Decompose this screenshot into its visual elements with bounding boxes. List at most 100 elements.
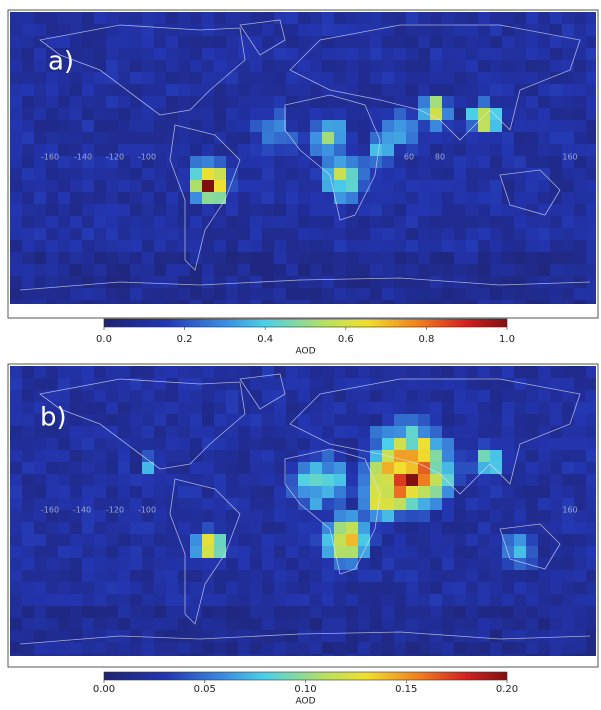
map-cell	[226, 240, 238, 252]
map-cell	[190, 390, 202, 402]
map-cell	[10, 414, 22, 426]
map-cell	[274, 462, 286, 474]
map-cell	[310, 558, 322, 570]
map-cell	[550, 252, 562, 264]
map-cell	[538, 366, 550, 378]
map-cell	[394, 288, 406, 300]
map-cell	[202, 426, 214, 438]
map-cell	[418, 12, 430, 24]
map-cell	[406, 72, 418, 84]
map-cell	[550, 486, 562, 498]
map-cell	[346, 276, 358, 288]
map-cell	[154, 510, 166, 522]
map-cell	[154, 300, 166, 304]
map-cell	[298, 582, 310, 594]
map-cell	[142, 24, 154, 36]
map-cell	[250, 462, 262, 474]
map-cell	[298, 228, 310, 240]
map-cell	[154, 438, 166, 450]
map-cell	[382, 498, 394, 510]
map-cell	[22, 156, 34, 168]
map-cell	[370, 144, 382, 156]
map-cell	[70, 204, 82, 216]
map-cell	[394, 522, 406, 534]
map-cell	[250, 120, 262, 132]
map-cell	[82, 618, 94, 630]
map-cell	[442, 378, 454, 390]
map-cell	[202, 216, 214, 228]
map-cell	[370, 450, 382, 462]
map-cell	[46, 228, 58, 240]
map-cell	[358, 474, 370, 486]
map-cell	[538, 144, 550, 156]
map-cell	[478, 60, 490, 72]
map-cell	[70, 522, 82, 534]
map-cell	[262, 72, 274, 84]
map-cell	[526, 450, 538, 462]
map-cell	[490, 438, 502, 450]
map-cell	[322, 156, 334, 168]
map-cell	[526, 618, 538, 630]
map-cell	[454, 288, 466, 300]
map-cell	[46, 426, 58, 438]
map-cell	[586, 120, 596, 132]
map-cell	[298, 570, 310, 582]
map-cell	[538, 654, 550, 656]
map-cell	[94, 378, 106, 390]
map-cell	[394, 546, 406, 558]
map-cell	[490, 378, 502, 390]
map-cell	[142, 654, 154, 656]
map-cell	[394, 462, 406, 474]
map-cell	[574, 84, 586, 96]
map-cell	[382, 192, 394, 204]
map-cell	[262, 228, 274, 240]
map-cell	[454, 534, 466, 546]
map-cell	[550, 618, 562, 630]
map-cell	[430, 378, 442, 390]
map-cell	[46, 486, 58, 498]
map-cell	[82, 366, 94, 378]
map-cell	[22, 486, 34, 498]
map-cell	[442, 642, 454, 654]
map-cell	[526, 558, 538, 570]
map-cell	[238, 228, 250, 240]
map-cell	[370, 462, 382, 474]
map-cell	[334, 168, 346, 180]
colorbar-tick-label: 0.8	[418, 334, 434, 345]
map-cell	[310, 570, 322, 582]
map-cell	[214, 300, 226, 304]
map-cell	[310, 204, 322, 216]
map-cell	[322, 228, 334, 240]
map-cell	[322, 426, 334, 438]
map-cell	[394, 60, 406, 72]
map-cell	[298, 486, 310, 498]
map-cell	[118, 642, 130, 654]
map-cell	[466, 288, 478, 300]
map-cell	[346, 228, 358, 240]
map-cell	[214, 192, 226, 204]
map-cell	[82, 60, 94, 72]
map-cell	[550, 426, 562, 438]
map-cell	[310, 426, 322, 438]
map-cell	[34, 366, 46, 378]
map-cell	[394, 84, 406, 96]
map-cell	[442, 240, 454, 252]
map-cell	[514, 510, 526, 522]
map-cell	[502, 510, 514, 522]
map-cell	[130, 390, 142, 402]
map-cell	[202, 48, 214, 60]
colorbar-tick-label: 0.00	[93, 684, 115, 695]
map-cell	[502, 366, 514, 378]
map-cell	[22, 510, 34, 522]
map-cell	[370, 642, 382, 654]
map-cell	[22, 630, 34, 642]
map-cell	[466, 654, 478, 656]
map-cell	[574, 402, 586, 414]
map-cell	[466, 120, 478, 132]
map-cell	[82, 426, 94, 438]
map-cell	[202, 204, 214, 216]
map-cell	[94, 606, 106, 618]
map-cell	[226, 618, 238, 630]
map-cell	[190, 264, 202, 276]
map-cell	[286, 378, 298, 390]
